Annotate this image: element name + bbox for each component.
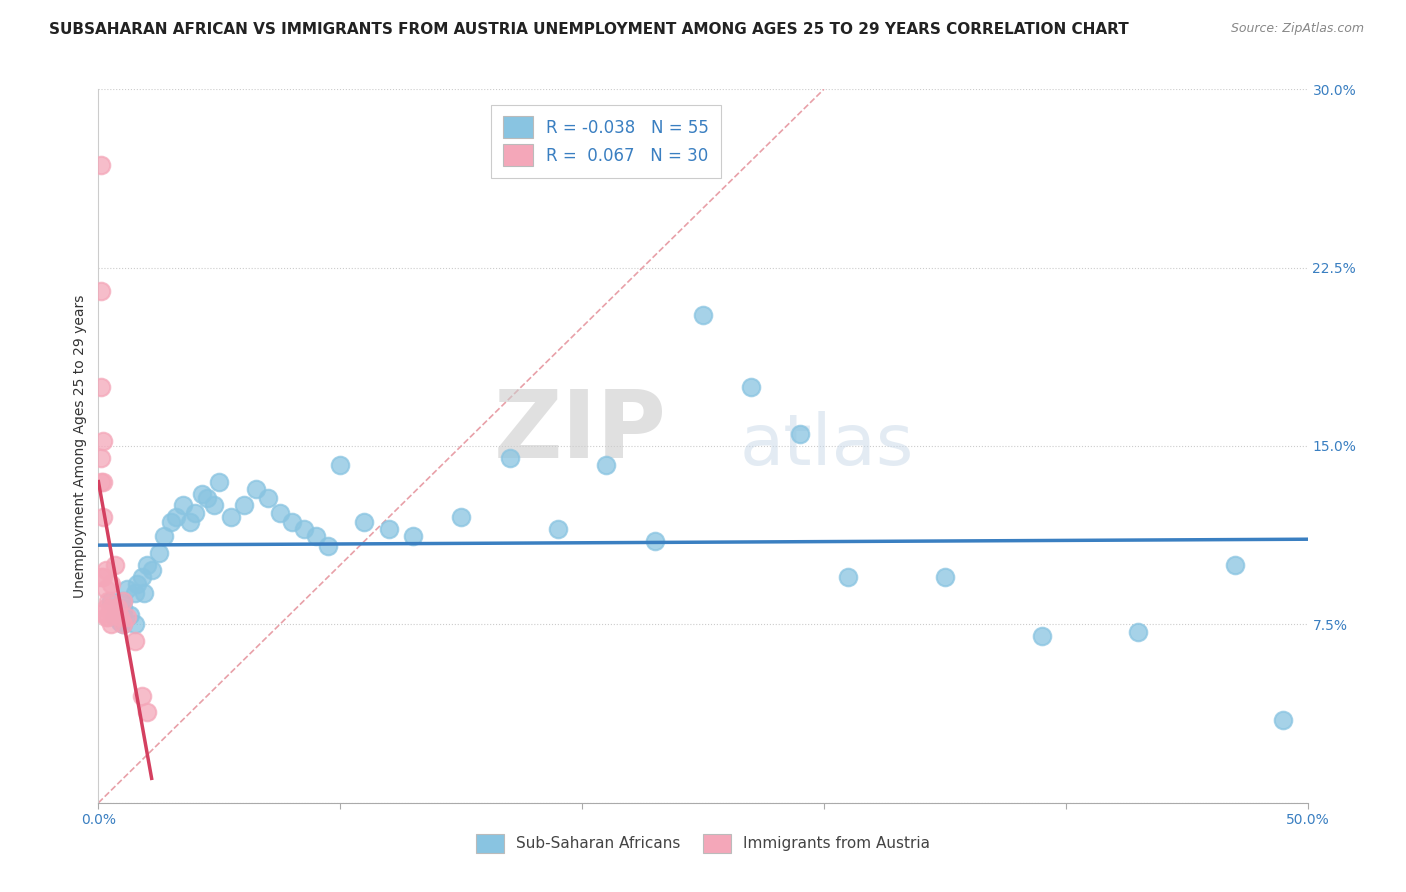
Point xyxy=(90,570,112,584)
Point xyxy=(377,522,399,536)
Point xyxy=(97,610,120,624)
Point xyxy=(111,617,134,632)
Point xyxy=(111,617,134,632)
Point xyxy=(118,607,141,622)
Point xyxy=(195,491,218,506)
Point xyxy=(1272,713,1295,727)
Point xyxy=(124,586,146,600)
Point xyxy=(124,634,146,648)
Point xyxy=(108,610,131,624)
Point xyxy=(135,558,157,572)
Legend: Sub-Saharan Africans, Immigrants from Austria: Sub-Saharan Africans, Immigrants from Au… xyxy=(470,828,936,859)
Point xyxy=(91,510,114,524)
Point xyxy=(450,510,472,524)
Point xyxy=(90,475,112,489)
Point xyxy=(90,158,112,172)
Point xyxy=(100,600,122,615)
Point xyxy=(316,539,339,553)
Point xyxy=(135,706,157,720)
Point xyxy=(245,482,267,496)
Point xyxy=(94,582,117,596)
Point xyxy=(221,510,243,524)
Point xyxy=(292,522,315,536)
Point xyxy=(107,600,129,615)
Point xyxy=(191,486,214,500)
Point xyxy=(108,615,131,629)
Point xyxy=(232,499,254,513)
Point xyxy=(104,606,127,620)
Point xyxy=(94,600,117,615)
Point xyxy=(111,593,134,607)
Point xyxy=(148,546,170,560)
Point xyxy=(100,577,122,591)
Point xyxy=(1128,624,1150,639)
Point xyxy=(91,475,114,489)
Point xyxy=(97,593,120,607)
Point xyxy=(595,458,617,472)
Point xyxy=(353,515,375,529)
Point xyxy=(131,689,153,703)
Point xyxy=(104,610,127,624)
Text: SUBSAHARAN AFRICAN VS IMMIGRANTS FROM AUSTRIA UNEMPLOYMENT AMONG AGES 25 TO 29 Y: SUBSAHARAN AFRICAN VS IMMIGRANTS FROM AU… xyxy=(49,22,1129,37)
Point xyxy=(204,499,226,513)
Point xyxy=(100,617,122,632)
Point xyxy=(269,506,291,520)
Point xyxy=(131,570,153,584)
Point xyxy=(547,522,569,536)
Point xyxy=(740,379,762,393)
Point xyxy=(91,570,114,584)
Point xyxy=(111,606,134,620)
Point xyxy=(117,582,139,596)
Point xyxy=(184,506,207,520)
Point xyxy=(90,379,112,393)
Point xyxy=(107,600,129,615)
Text: atlas: atlas xyxy=(740,411,914,481)
Point xyxy=(402,529,425,543)
Point xyxy=(256,491,278,506)
Point xyxy=(100,593,122,607)
Point xyxy=(94,610,117,624)
Point xyxy=(124,617,146,632)
Point xyxy=(934,570,956,584)
Y-axis label: Unemployment Among Ages 25 to 29 years: Unemployment Among Ages 25 to 29 years xyxy=(73,294,87,598)
Point xyxy=(644,534,666,549)
Point xyxy=(152,529,174,543)
Point xyxy=(498,450,520,465)
Point xyxy=(160,515,183,529)
Point xyxy=(172,499,194,513)
Point xyxy=(90,450,112,465)
Point xyxy=(127,577,149,591)
Point xyxy=(281,515,304,529)
Point xyxy=(91,434,114,449)
Point xyxy=(789,427,811,442)
Point xyxy=(692,308,714,322)
Text: Source: ZipAtlas.com: Source: ZipAtlas.com xyxy=(1230,22,1364,36)
Text: ZIP: ZIP xyxy=(494,385,666,478)
Point xyxy=(329,458,352,472)
Point xyxy=(90,285,112,299)
Point xyxy=(179,515,201,529)
Point xyxy=(134,586,156,600)
Point xyxy=(141,563,163,577)
Point xyxy=(94,563,117,577)
Point xyxy=(305,529,328,543)
Point xyxy=(165,510,187,524)
Point xyxy=(111,600,134,615)
Point xyxy=(208,475,231,489)
Point xyxy=(837,570,859,584)
Point xyxy=(1031,629,1053,643)
Point xyxy=(111,593,134,607)
Point xyxy=(104,558,127,572)
Point xyxy=(91,606,114,620)
Point xyxy=(117,610,139,624)
Point xyxy=(1223,558,1246,572)
